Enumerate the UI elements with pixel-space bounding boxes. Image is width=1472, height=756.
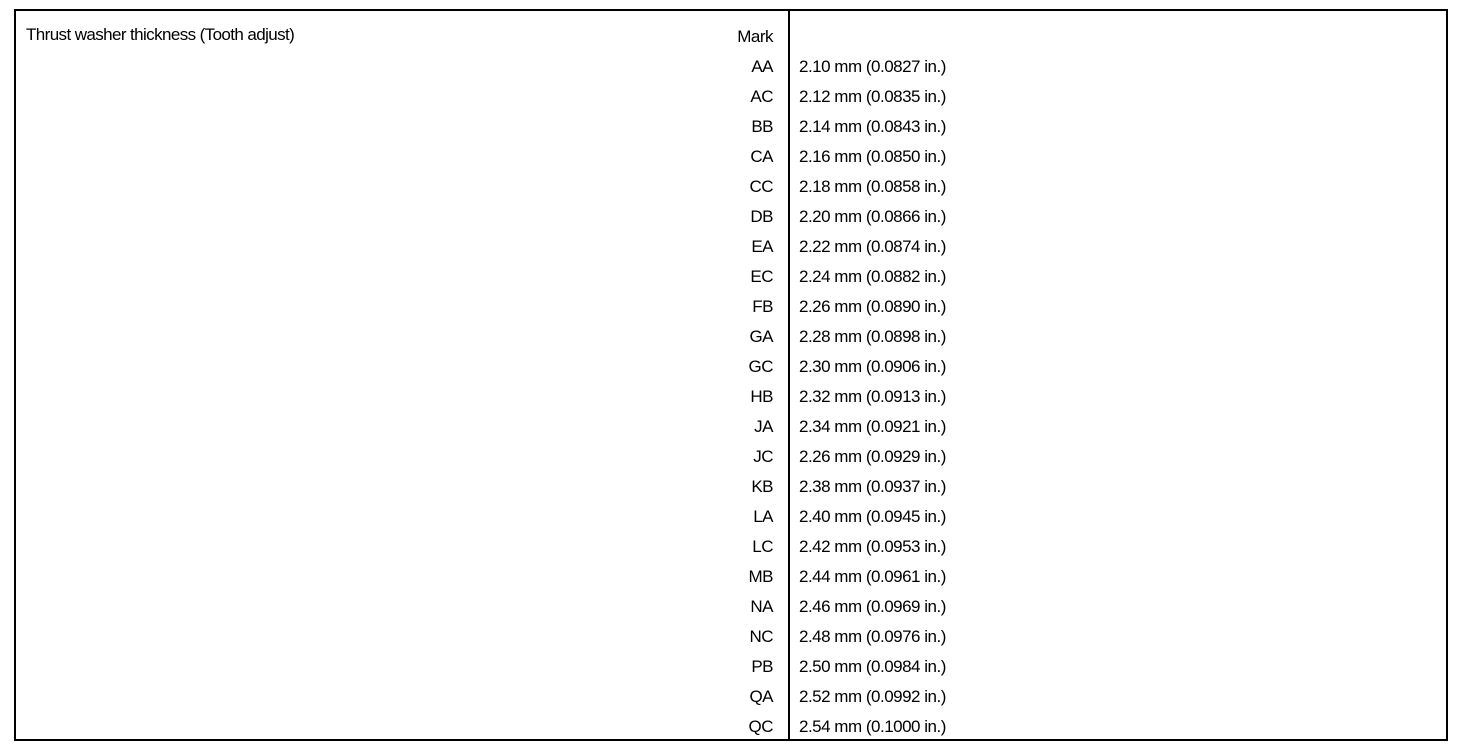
mark-cell: EA — [751, 237, 773, 256]
table-row: PB 2.50 mm (0.0984 in.) — [16, 652, 1446, 682]
thickness-cell: 2.24 mm (0.0882 in.) — [799, 267, 946, 286]
thickness-cell: 2.26 mm (0.0929 in.) — [799, 447, 946, 466]
thickness-cell: 2.22 mm (0.0874 in.) — [799, 237, 946, 256]
mark-cell: JA — [754, 417, 773, 436]
thickness-cell: 2.34 mm (0.0921 in.) — [799, 417, 946, 436]
thickness-cell: 2.46 mm (0.0969 in.) — [799, 597, 946, 616]
table-row: QA 2.52 mm (0.0992 in.) — [16, 682, 1446, 712]
thickness-cell: 2.48 mm (0.0976 in.) — [799, 627, 946, 646]
mark-cell: QA — [749, 687, 773, 706]
mark-cell: NA — [750, 597, 773, 616]
mark-cell: CA — [750, 147, 773, 166]
mark-cell: AC — [750, 87, 773, 106]
table-row: JA 2.34 mm (0.0921 in.) — [16, 412, 1446, 442]
thickness-cell: 2.20 mm (0.0866 in.) — [799, 207, 946, 226]
table-row: NA 2.46 mm (0.0969 in.) — [16, 592, 1446, 622]
mark-cell: KB — [751, 477, 773, 496]
table-row: JC 2.26 mm (0.0929 in.) — [16, 442, 1446, 472]
table-row: NC 2.48 mm (0.0976 in.) — [16, 622, 1446, 652]
table-row: EC 2.24 mm (0.0882 in.) — [16, 262, 1446, 292]
mark-cell: LA — [753, 507, 773, 526]
table-row: FB 2.26 mm (0.0890 in.) — [16, 292, 1446, 322]
table-row: CA 2.16 mm (0.0850 in.) — [16, 142, 1446, 172]
header-row: Mark — [16, 22, 1446, 52]
thickness-cell: 2.38 mm (0.0937 in.) — [799, 477, 946, 496]
table-row: AA 2.10 mm (0.0827 in.) — [16, 52, 1446, 82]
table-row: CC 2.18 mm (0.0858 in.) — [16, 172, 1446, 202]
mark-cell: JC — [753, 447, 773, 466]
mark-cell: NC — [749, 627, 773, 646]
table-rows: Mark AA 2.10 mm (0.0827 in.) AC 2.12 mm (0.… — [16, 22, 1446, 742]
table-row: QC 2.54 mm (0.1000 in.) — [16, 712, 1446, 742]
table-row: GA 2.28 mm (0.0898 in.) — [16, 322, 1446, 352]
mark-cell: GC — [748, 357, 774, 376]
thickness-cell: 2.42 mm (0.0953 in.) — [799, 537, 946, 556]
table-row: MB 2.44 mm (0.0961 in.) — [16, 562, 1446, 592]
mark-cell: GA — [749, 327, 773, 346]
table-row: BB 2.14 mm (0.0843 in.) — [16, 112, 1446, 142]
mark-cell: EC — [750, 267, 773, 286]
mark-cell: LC — [752, 537, 773, 556]
thickness-cell: 2.26 mm (0.0890 in.) — [799, 297, 946, 316]
thickness-cell: 2.50 mm (0.0984 in.) — [799, 657, 946, 676]
spec-table: Thrust washer thickness (Tooth adjust) M… — [14, 9, 1448, 741]
thickness-cell: 2.40 mm (0.0945 in.) — [799, 507, 946, 526]
table-title: Thrust washer thickness (Tooth adjust) — [26, 25, 295, 44]
table-row: KB 2.38 mm (0.0937 in.) — [16, 472, 1446, 502]
table-row: GC 2.30 mm (0.0906 in.) — [16, 352, 1446, 382]
table-row: AC 2.12 mm (0.0835 in.) — [16, 82, 1446, 112]
mark-cell: QC — [748, 717, 774, 736]
table-row: EA 2.22 mm (0.0874 in.) — [16, 232, 1446, 262]
mark-cell: PB — [751, 657, 773, 676]
thickness-cell: 2.18 mm (0.0858 in.) — [799, 177, 946, 196]
column-divider — [788, 11, 790, 739]
table-row: LC 2.42 mm (0.0953 in.) — [16, 532, 1446, 562]
mark-header: Mark — [737, 27, 773, 46]
mark-cell: MB — [748, 567, 774, 586]
thickness-cell: 2.32 mm (0.0913 in.) — [799, 387, 946, 406]
thickness-cell: 2.30 mm (0.0906 in.) — [799, 357, 946, 376]
mark-cell: FB — [752, 297, 773, 316]
thickness-cell: 2.16 mm (0.0850 in.) — [799, 147, 946, 166]
table-row: HB 2.32 mm (0.0913 in.) — [16, 382, 1446, 412]
mark-cell: CC — [749, 177, 773, 196]
table-row: DB 2.20 mm (0.0866 in.) — [16, 202, 1446, 232]
thickness-cell: 2.28 mm (0.0898 in.) — [799, 327, 946, 346]
thickness-cell: 2.52 mm (0.0992 in.) — [799, 687, 946, 706]
thickness-cell: 2.12 mm (0.0835 in.) — [799, 87, 946, 106]
thickness-cell: 2.44 mm (0.0961 in.) — [799, 567, 946, 586]
mark-cell: HB — [750, 387, 773, 406]
mark-cell: DB — [750, 207, 773, 226]
thickness-cell: 2.54 mm (0.1000 in.) — [799, 717, 946, 736]
thickness-cell: 2.14 mm (0.0843 in.) — [799, 117, 946, 136]
mark-cell: BB — [751, 117, 773, 136]
thickness-cell: 2.10 mm (0.0827 in.) — [799, 57, 946, 76]
table-row: LA 2.40 mm (0.0945 in.) — [16, 502, 1446, 532]
mark-cell: AA — [751, 57, 773, 76]
